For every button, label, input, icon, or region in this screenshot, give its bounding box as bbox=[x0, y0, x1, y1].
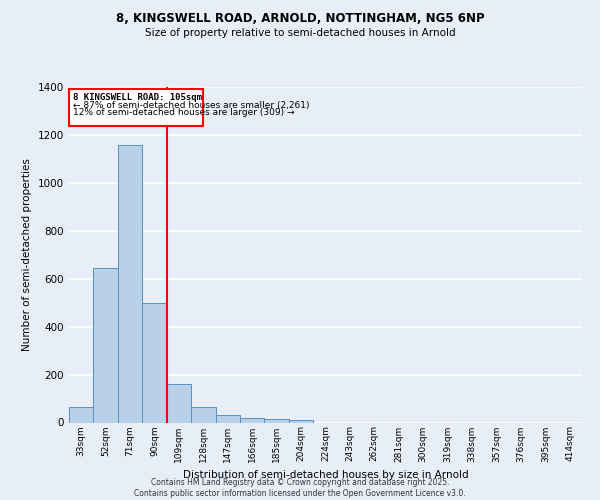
Text: Contains HM Land Registry data © Crown copyright and database right 2025.
Contai: Contains HM Land Registry data © Crown c… bbox=[134, 478, 466, 498]
Bar bbox=[240, 418, 265, 422]
Text: Size of property relative to semi-detached houses in Arnold: Size of property relative to semi-detach… bbox=[145, 28, 455, 38]
Text: 8 KINGSWELL ROAD: 105sqm: 8 KINGSWELL ROAD: 105sqm bbox=[73, 93, 202, 102]
Bar bbox=[69, 407, 94, 422]
Bar bbox=[215, 416, 240, 422]
Bar bbox=[167, 384, 191, 422]
FancyBboxPatch shape bbox=[69, 88, 203, 126]
X-axis label: Distribution of semi-detached houses by size in Arnold: Distribution of semi-detached houses by … bbox=[182, 470, 469, 480]
Bar bbox=[289, 420, 313, 422]
Bar bbox=[142, 303, 167, 422]
Bar bbox=[191, 407, 215, 422]
Text: 8, KINGSWELL ROAD, ARNOLD, NOTTINGHAM, NG5 6NP: 8, KINGSWELL ROAD, ARNOLD, NOTTINGHAM, N… bbox=[116, 12, 484, 26]
Y-axis label: Number of semi-detached properties: Number of semi-detached properties bbox=[22, 158, 32, 352]
Text: ← 87% of semi-detached houses are smaller (2,261): ← 87% of semi-detached houses are smalle… bbox=[73, 101, 309, 110]
Bar bbox=[265, 419, 289, 422]
Text: 12% of semi-detached houses are larger (309) →: 12% of semi-detached houses are larger (… bbox=[73, 108, 294, 118]
Bar bbox=[94, 268, 118, 422]
Bar bbox=[118, 145, 142, 422]
